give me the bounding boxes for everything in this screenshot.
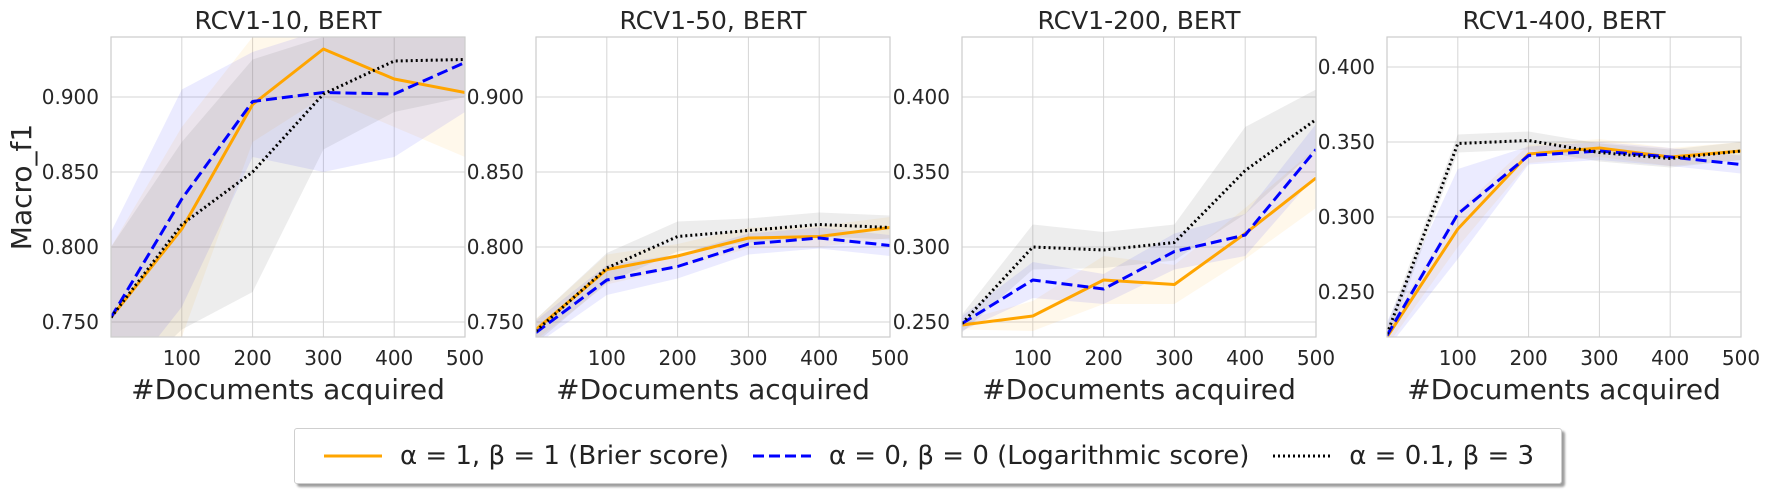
subplot-title: RCV1-400, BERT — [1463, 6, 1667, 35]
figure: 100 200 300 400 500 0.750 0.800 0.850 0.900 RCV1-… — [5, 6, 1760, 406]
subplot-3: 100 200 300 400 500 0.250 0.300 0.350 0.400 RCV1-… — [893, 6, 1335, 406]
series-line-2 — [1387, 149, 1741, 337]
x-tick-label: 300 — [729, 346, 767, 370]
series-line-2 — [111, 61, 465, 319]
confidence-band-series-3 — [1387, 131, 1741, 337]
x-tick-label: 200 — [234, 346, 272, 370]
subplot-title: RCV1-50, BERT — [619, 6, 807, 35]
x-tick-label: 100 — [1014, 346, 1052, 370]
legend-item-brier: α = 1, β = 1 (Brier score) — [322, 441, 729, 471]
y-tick-label: 0.850 — [42, 160, 99, 184]
plot-area — [1387, 131, 1741, 337]
x-tick-label: 100 — [163, 346, 201, 370]
y-tick-label: 0.300 — [893, 235, 950, 259]
y-tick-label: 0.900 — [467, 85, 524, 109]
y-tick-label: 0.250 — [893, 310, 950, 334]
subplot-1: 100 200 300 400 500 0.750 0.800 0.850 0.900 RCV1-… — [5, 6, 484, 406]
x-tick-label: 100 — [1439, 346, 1477, 370]
y-tick-label: 0.250 — [1318, 280, 1375, 304]
x-tick-label: 400 — [1226, 346, 1264, 370]
axes-frame — [535, 36, 891, 338]
legend-item-log: α = 0, β = 0 (Logarithmic score) — [751, 441, 1249, 471]
x-axis-label: #Documents acquired — [131, 373, 445, 406]
y-tick-label: 0.900 — [42, 85, 99, 109]
confidence-band-series-2 — [1387, 142, 1741, 337]
series-line-3 — [111, 58, 465, 319]
confidence-band-series-2 — [536, 227, 890, 337]
x-tick-label: 500 — [871, 346, 909, 370]
y-tick-label: 0.750 — [467, 310, 524, 334]
series-line-2 — [536, 236, 890, 334]
y-tick-label: 0.850 — [467, 160, 524, 184]
axes-frame — [110, 36, 466, 338]
y-tick-label: 0.300 — [1318, 205, 1375, 229]
series-line-1 — [536, 226, 890, 331]
legend-swatch-solid-orange — [323, 454, 382, 458]
confidence-band-series-3 — [962, 89, 1316, 333]
series-line-3 — [962, 118, 1316, 325]
x-tick-label: 200 — [1085, 346, 1123, 370]
y-tick-label: 0.350 — [893, 160, 950, 184]
y-tick-label: 0.750 — [42, 310, 99, 334]
axes-frame — [961, 36, 1317, 338]
x-tick-label: 500 — [1297, 346, 1335, 370]
x-tick-label: 300 — [1155, 346, 1193, 370]
x-axis-label: #Documents acquired — [1407, 373, 1721, 406]
x-tick-label: 400 — [800, 346, 838, 370]
legend-label-brier: α = 1, β = 1 (Brier score) — [399, 441, 730, 471]
confidence-band-series-1 — [962, 148, 1316, 331]
axes-frame — [1386, 36, 1742, 338]
series-line-1 — [111, 47, 465, 319]
series-line-2 — [962, 148, 1316, 325]
subplot-4: 100 200 300 400 500 0.250 0.300 0.350 0.400 RCV1-… — [1318, 6, 1760, 406]
y-tick-label: 0.800 — [42, 235, 99, 259]
x-tick-label: 200 — [659, 346, 697, 370]
x-axis-label: #Documents acquired — [982, 373, 1296, 406]
series-line-3 — [536, 223, 890, 333]
x-tick-label: 200 — [1510, 346, 1548, 370]
confidence-band-series-3 — [536, 212, 890, 337]
series-line-1 — [962, 176, 1316, 327]
confidence-band-series-1 — [111, 37, 465, 337]
series-line-1 — [1387, 146, 1741, 337]
legend-item-custom: α = 0.1, β = 3 — [1271, 441, 1534, 471]
subplot-title: RCV1-10, BERT — [194, 6, 382, 35]
x-tick-label: 300 — [304, 346, 342, 370]
legend-label-custom: α = 0.1, β = 3 — [1349, 441, 1535, 471]
confidence-band-series-1 — [536, 217, 890, 337]
y-tick-label: 0.400 — [893, 85, 950, 109]
plot-area — [536, 212, 890, 337]
plot-area — [962, 89, 1316, 333]
subplot-title: RCV1-200, BERT — [1038, 6, 1242, 35]
y-axis-label: Macro_f1 — [5, 124, 38, 250]
x-tick-label: 100 — [588, 346, 626, 370]
confidence-band-series-2 — [111, 37, 465, 337]
legend-swatch-dashed-blue — [752, 454, 811, 458]
y-tick-label: 0.800 — [467, 235, 524, 259]
x-tick-label: 400 — [1651, 346, 1689, 370]
plot-area — [111, 37, 465, 337]
x-tick-label: 500 — [446, 346, 484, 370]
legend: α = 1, β = 1 (Brier score) α = 0, β = 0 … — [294, 428, 1562, 484]
confidence-band-series-1 — [1387, 139, 1741, 337]
x-tick-label: 300 — [1580, 346, 1618, 370]
confidence-band-series-3 — [111, 37, 465, 337]
subplot-2: 100 200 300 400 500 0.750 0.800 0.850 0.900 RCV1-… — [467, 6, 909, 406]
y-tick-label: 0.400 — [1318, 55, 1375, 79]
x-axis-label: #Documents acquired — [556, 373, 870, 406]
x-tick-label: 400 — [375, 346, 413, 370]
legend-label-log: α = 0, β = 0 (Logarithmic score) — [828, 441, 1250, 471]
x-tick-label: 500 — [1722, 346, 1760, 370]
legend-swatch-dotted-black — [1273, 454, 1332, 458]
confidence-band-series-2 — [962, 124, 1316, 331]
y-tick-label: 0.350 — [1318, 130, 1375, 154]
